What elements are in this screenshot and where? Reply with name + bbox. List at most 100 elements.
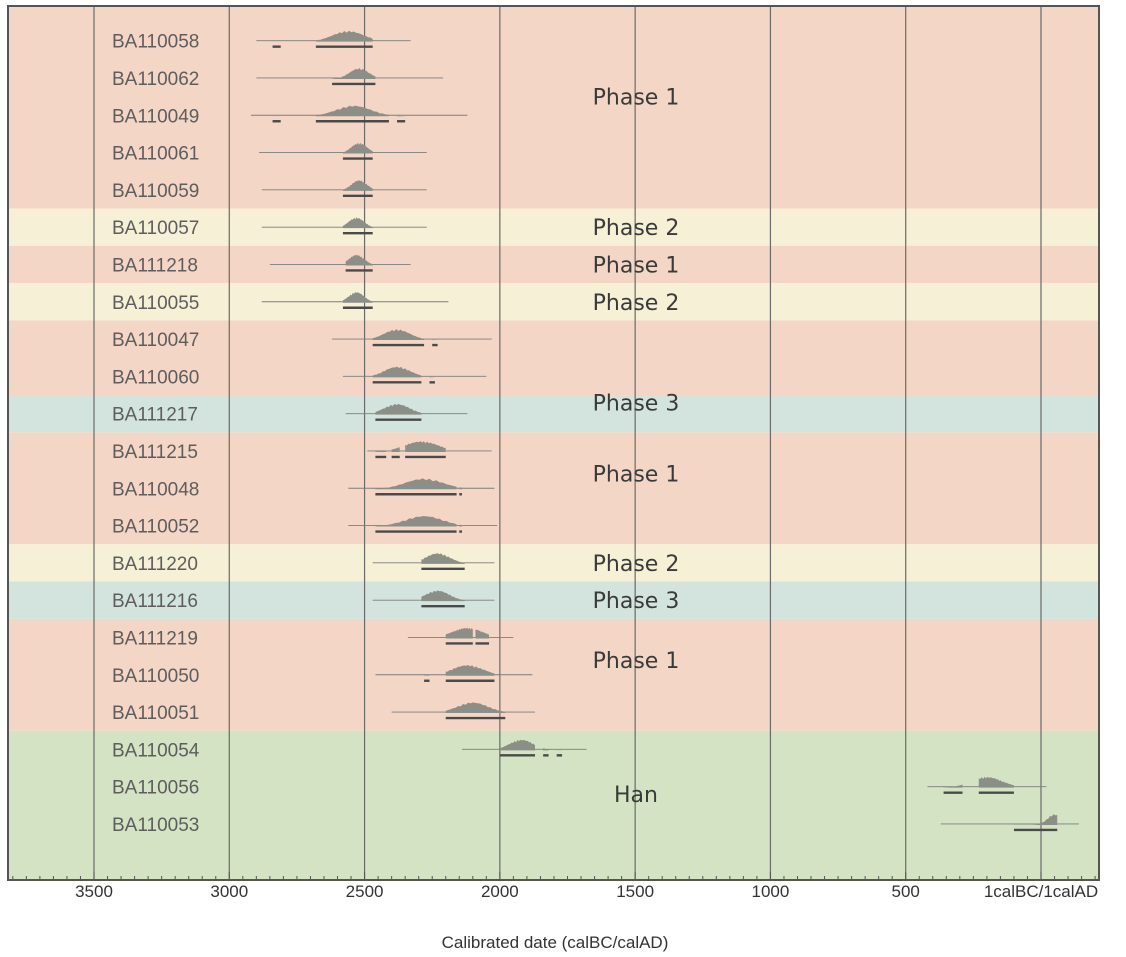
sample-label: BA110058 (112, 32, 199, 53)
phase-band (8, 581, 1099, 619)
phase-label: Phase 1 (593, 649, 680, 674)
phase-label: Phase 3 (593, 589, 680, 614)
density-curve (391, 446, 400, 452)
x-tick-label: 500 (892, 882, 920, 901)
x-tick-label: 3500 (75, 882, 113, 901)
sample-label: BA110051 (112, 703, 199, 724)
density-curve (445, 627, 473, 639)
phase-band (8, 245, 1099, 284)
x-tick-label: 2500 (346, 882, 384, 901)
density-curve (315, 30, 373, 42)
sample-distribution (261, 292, 449, 309)
sample-distribution (250, 105, 468, 123)
sample-distribution (269, 254, 411, 272)
density-curve (475, 629, 489, 639)
density-curve (372, 366, 422, 378)
x-tick-label: 3000 (210, 882, 248, 901)
sample-label: BA110054 (112, 740, 200, 761)
sample-distribution (372, 553, 495, 571)
phase-band (8, 395, 1099, 433)
density-curve (342, 142, 373, 154)
phase-band (8, 432, 1099, 545)
density-curve (372, 329, 425, 341)
sample-distribution (259, 142, 427, 160)
sample-distribution (345, 403, 468, 421)
density-curve (459, 524, 462, 527)
sample-label: BA110060 (112, 367, 199, 388)
phase-label: Phase 2 (593, 216, 680, 241)
sample-distribution (261, 217, 427, 235)
x-axis-title: Calibrated date (calBC/calAD) (442, 933, 669, 952)
density-curve (345, 254, 373, 266)
sample-label: BA110055 (112, 293, 199, 314)
sample-label: BA110050 (112, 666, 199, 687)
sample-label: BA111220 (112, 554, 198, 575)
x-tick-label: 1calBC/1calAD (984, 882, 1098, 901)
phase-label: Phase 3 (593, 391, 680, 416)
density-curve (397, 115, 406, 117)
sample-label: BA110049 (112, 106, 199, 127)
x-tick-label: 1000 (752, 882, 790, 901)
sample-distribution (342, 366, 487, 384)
density-curve (424, 675, 430, 676)
sample-distribution (256, 68, 444, 86)
sample-label: BA110052 (112, 517, 199, 538)
density-curve (421, 553, 465, 564)
phase-label: Phase 1 (593, 86, 680, 111)
phase-band (8, 6, 1099, 209)
phase-band (8, 618, 1099, 731)
sample-distribution (372, 590, 495, 608)
density-curve (315, 105, 389, 117)
density-curve (342, 180, 373, 191)
x-axis: 3500 3000 2500 2000 1500 1000 500 1calBC/1calAD (12, 872, 1098, 901)
sample-label: BA110053 (112, 815, 199, 836)
sample-distribution (256, 30, 411, 48)
sample-distribution (407, 627, 514, 645)
x-tick-label: 2000 (481, 882, 519, 901)
phase-label: Phase 2 (593, 291, 680, 316)
vertical-gridlines (93, 6, 1042, 880)
sample-label: BA110056 (112, 778, 199, 799)
sample-distribution (927, 776, 1047, 794)
sample-labels: BA110058 BA110062 BA110049 BA110061 BA110059… (112, 32, 200, 836)
phase-label: Phase 2 (593, 552, 680, 577)
sample-distribution (391, 702, 536, 720)
phase-labels: Phase 1 Phase 2 Phase 1 Phase 2 Phase 3 Phase… (593, 86, 680, 809)
date-distributions (250, 30, 1079, 832)
sample-label: BA110061 (112, 144, 199, 165)
phase-band (8, 544, 1099, 582)
density-curve (543, 748, 549, 751)
sample-distribution (261, 180, 427, 198)
sample-distribution (461, 739, 587, 757)
phase-label: Phase 1 (593, 462, 680, 487)
sample-distribution (375, 665, 533, 682)
sample-distribution (940, 814, 1079, 832)
sample-distribution (367, 441, 492, 459)
density-curve (342, 292, 373, 303)
density-curve (375, 403, 422, 415)
sample-label: BA110047 (112, 330, 199, 351)
density-curve (1013, 814, 1058, 825)
density-curve (332, 68, 376, 79)
sample-label: BA110059 (112, 181, 199, 202)
density-curve (342, 217, 373, 229)
phase-band (8, 283, 1099, 321)
sample-label: BA111216 (112, 591, 198, 612)
density-curve (375, 478, 457, 490)
sample-distribution (348, 478, 495, 496)
density-curve (405, 441, 446, 452)
density-curve (375, 516, 457, 527)
sample-label: BA111217 (112, 405, 198, 426)
density-curve (459, 487, 462, 490)
density-curve (499, 739, 535, 751)
density-curve (445, 702, 506, 714)
sample-distribution (348, 516, 498, 533)
phase-label: Phase 1 (593, 253, 680, 278)
density-curve (375, 450, 387, 452)
density-curve (421, 590, 465, 602)
phase-band (8, 730, 1099, 880)
density-curve (943, 784, 963, 788)
phase-bands (8, 6, 1099, 880)
sample-label: BA111219 (112, 628, 198, 649)
